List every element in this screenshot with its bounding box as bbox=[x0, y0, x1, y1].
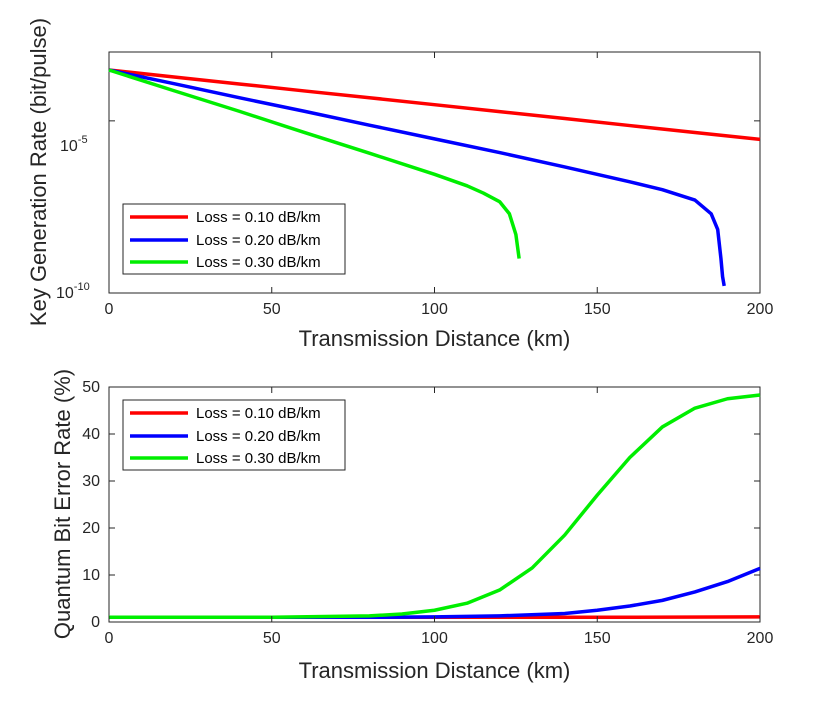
key-rate-series-group bbox=[108, 68, 761, 287]
qber-series-line-3 bbox=[109, 393, 761, 620]
key-rate-legend-label-2: Loss = 0.20 dB/km bbox=[196, 232, 321, 249]
key-rate-xtick-2: 100 bbox=[421, 301, 448, 318]
key-rate-ticks bbox=[108, 52, 761, 294]
qber-xtick-0: 0 bbox=[105, 630, 114, 647]
qber-ylabel: Quantum Bit Error Rate (%) bbox=[50, 369, 75, 639]
key-rate-xtick-3: 150 bbox=[584, 301, 611, 318]
qber-legend-label-3: Loss = 0.30 dB/km bbox=[196, 450, 321, 467]
qber-ytick-3: 30 bbox=[82, 473, 100, 490]
key-rate-legend: Loss = 0.10 dB/km Loss = 0.20 dB/km Loss… bbox=[122, 203, 346, 275]
key-rate-legend-label-3: Loss = 0.30 dB/km bbox=[196, 254, 321, 271]
key-rate-ylabel: Key Generation Rate (bit/pulse) bbox=[26, 18, 51, 326]
qber-xtick-4: 200 bbox=[747, 630, 774, 647]
qber-ytick-4: 40 bbox=[82, 426, 100, 443]
qber-ticks bbox=[108, 386, 761, 623]
key-rate-ytick-1: 10-5 bbox=[60, 134, 88, 155]
key-rate-series-line-2 bbox=[108, 68, 726, 287]
key-rate-xlabel: Transmission Distance (km) bbox=[299, 326, 571, 351]
qber-ytick-2: 20 bbox=[82, 520, 100, 537]
qber-legend: Loss = 0.10 dB/km Loss = 0.20 dB/km Loss… bbox=[122, 399, 346, 471]
key-rate-panel: 10-5 10-10 0 50 100 150 200 Transmission… bbox=[26, 18, 773, 351]
qber-legend-label-1: Loss = 0.10 dB/km bbox=[196, 405, 321, 422]
qber-xtick-1: 50 bbox=[263, 630, 281, 647]
key-rate-xtick-4: 200 bbox=[747, 301, 774, 318]
qber-legend-label-2: Loss = 0.20 dB/km bbox=[196, 428, 321, 445]
key-rate-series-line-1 bbox=[108, 68, 761, 142]
key-rate-ytick-2: 10-10 bbox=[56, 281, 90, 302]
qber-ytick-1: 10 bbox=[82, 567, 100, 584]
qber-xtick-3: 150 bbox=[584, 630, 611, 647]
key-rate-xtick-0: 0 bbox=[105, 301, 114, 318]
qber-xlabel: Transmission Distance (km) bbox=[299, 658, 571, 683]
qber-panel: 0 10 20 30 40 50 0 50 100 150 200 Transm… bbox=[50, 369, 773, 683]
key-rate-xtick-1: 50 bbox=[263, 301, 281, 318]
qber-ytick-5: 50 bbox=[82, 379, 100, 396]
key-rate-legend-label-1: Loss = 0.10 dB/km bbox=[196, 209, 321, 226]
key-rate-series-line-3 bbox=[108, 68, 521, 259]
qber-ytick-0: 0 bbox=[91, 614, 100, 631]
qber-xtick-2: 100 bbox=[421, 630, 448, 647]
